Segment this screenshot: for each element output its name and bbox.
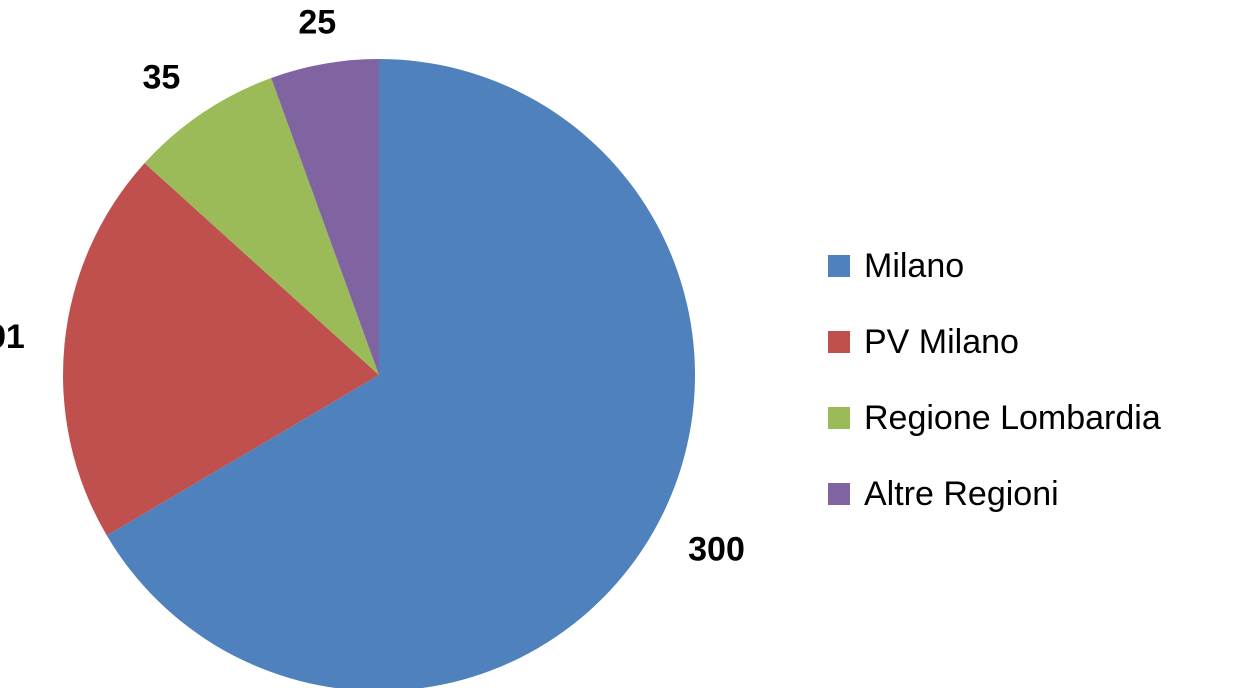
legend-swatch <box>828 331 850 353</box>
pie-slice <box>106 59 695 688</box>
data-label: 91 <box>0 318 25 356</box>
legend-label: Regione Lombardia <box>864 399 1161 437</box>
pie-slice <box>144 77 379 375</box>
data-label: 300 <box>688 531 745 569</box>
legend-swatch <box>828 407 850 429</box>
legend-label: Altre Regioni <box>864 475 1059 513</box>
pie-slice <box>62 163 379 536</box>
legend-label: Milano <box>864 247 964 285</box>
data-label: 25 <box>298 3 336 41</box>
data-label: 35 <box>142 59 180 97</box>
legend-swatch <box>828 255 850 277</box>
pie-slice <box>271 59 379 375</box>
legend-label: PV Milano <box>864 323 1019 361</box>
legend-swatch <box>828 483 850 505</box>
